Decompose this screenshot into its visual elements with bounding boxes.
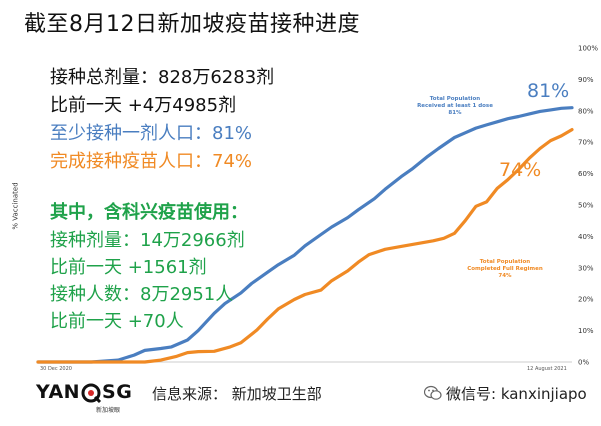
sinovac-stats: 接种剂量：14万2966剂 比前一天 +1561剂 接种人数：8万2951人 比… xyxy=(50,227,245,335)
full-regimen-text: 完成接种疫苗人口：74% xyxy=(50,151,253,172)
y-tick-label: 20% xyxy=(578,296,594,304)
y-tick-label: 40% xyxy=(578,233,594,241)
series-label-one-dose: Received at least 1 dose xyxy=(417,103,493,109)
total-doses-text: 接种总剂量：828万6283剂 xyxy=(50,67,275,88)
summary-stats: 接种总剂量：828万6283剂 比前一天 +4万4985剂 至少接种一剂人口：8… xyxy=(50,64,274,176)
wechat-id: 微信号: kanxinjiapo xyxy=(423,383,587,405)
sinovac-people-text: 接种人数：8万2951人 xyxy=(50,284,234,305)
series-label-full-regimen: Total Population xyxy=(480,259,530,265)
y-tick-label: 10% xyxy=(578,327,594,335)
logo-text-right: SG xyxy=(102,381,133,403)
page-title: 截至8月12日新加坡疫苗接种进度 xyxy=(24,12,360,37)
wechat-icon xyxy=(423,385,442,405)
y-axis-label: % Vaccinated xyxy=(11,182,20,230)
series-line-one-dose xyxy=(36,106,574,364)
series-line-full-regimen xyxy=(36,128,574,364)
logo-text-left: YAN xyxy=(36,381,81,403)
x-tick-label: 30 Dec 2020 xyxy=(40,366,72,372)
big-label-full-regimen: 74% xyxy=(499,159,541,181)
series-label-one-dose: 81% xyxy=(448,110,462,116)
y-tick-label: 90% xyxy=(578,76,594,84)
big-label-one-dose: 81% xyxy=(527,80,569,102)
y-tick-label: 30% xyxy=(578,264,594,272)
logo-eye-icon xyxy=(80,382,102,404)
sinovac-heading: 其中，含科兴疫苗使用： xyxy=(50,202,248,223)
logo-subtitle: 新加坡眼 xyxy=(96,407,121,414)
data-source: 信息来源： 新加坡卫生部 xyxy=(152,385,322,403)
daily-change-text: 比前一天 +4万4985剂 xyxy=(50,95,237,116)
y-tick-label: 0% xyxy=(578,359,589,367)
x-tick-label: 12 August 2021 xyxy=(527,366,567,372)
y-tick-label: 50% xyxy=(578,202,594,210)
wechat-text: 微信号: kanxinjiapo xyxy=(446,385,587,403)
sinovac-doses-change-text: 比前一天 +1561剂 xyxy=(50,257,207,278)
series-label-one-dose: Total Population xyxy=(430,96,480,102)
sinovac-people-change-text: 比前一天 +70人 xyxy=(50,311,184,332)
y-tick-label: 100% xyxy=(578,45,598,53)
sinovac-doses-text: 接种剂量：14万2966剂 xyxy=(50,230,245,251)
y-tick-label: 70% xyxy=(578,139,594,147)
y-tick-label: 60% xyxy=(578,170,594,178)
series-label-full-regimen: 74% xyxy=(498,273,512,279)
footer: YAN SG 新加坡眼 信息来源： 新加坡卫生部 微信号: kanxinjiapo xyxy=(0,374,601,426)
one-dose-text: 至少接种一剂人口：81% xyxy=(50,123,253,144)
yansg-logo: YAN SG xyxy=(36,381,132,404)
y-tick-label: 80% xyxy=(578,107,594,115)
series-label-full-regimen: Completed Full Regimen xyxy=(467,266,543,272)
